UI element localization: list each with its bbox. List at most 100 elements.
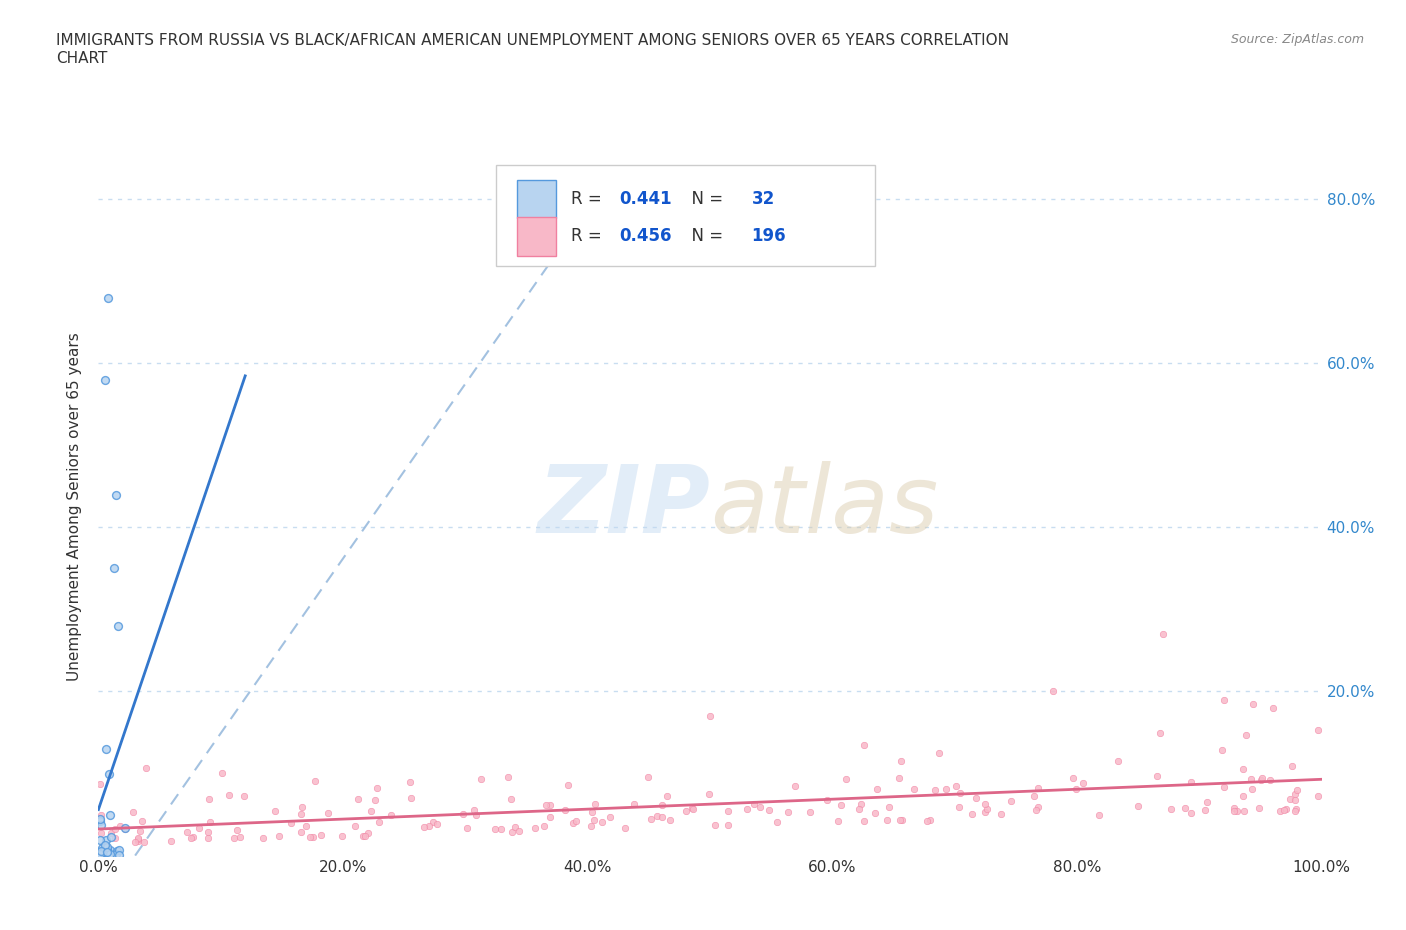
Point xyxy=(198,815,221,830)
Point xyxy=(176,824,198,839)
Point xyxy=(945,778,967,793)
Point xyxy=(114,820,136,835)
Point xyxy=(1250,773,1272,788)
Point xyxy=(1066,781,1088,796)
Point xyxy=(107,618,129,633)
Point xyxy=(91,844,114,858)
Point xyxy=(891,812,914,827)
Point xyxy=(853,814,876,829)
Point xyxy=(565,814,588,829)
Point xyxy=(97,290,120,305)
Point xyxy=(188,820,211,835)
Point xyxy=(108,847,131,862)
Point xyxy=(418,818,440,833)
Point xyxy=(299,830,322,844)
Point xyxy=(877,800,900,815)
Point xyxy=(90,844,112,858)
Text: 196: 196 xyxy=(752,227,786,246)
Point xyxy=(1025,803,1047,817)
Text: 0.441: 0.441 xyxy=(620,190,672,207)
Point xyxy=(799,804,821,819)
Point xyxy=(579,818,602,833)
Point xyxy=(368,815,391,830)
Point xyxy=(1261,700,1284,715)
Point xyxy=(1213,779,1236,794)
Point xyxy=(229,830,252,844)
Point xyxy=(1232,789,1254,804)
Point xyxy=(1247,801,1270,816)
Point xyxy=(218,788,240,803)
Point xyxy=(90,807,112,822)
Point xyxy=(98,766,121,781)
Point xyxy=(853,737,876,752)
Point xyxy=(523,821,546,836)
Point xyxy=(1279,792,1302,807)
Point xyxy=(1212,692,1234,707)
Point xyxy=(651,797,673,812)
Point xyxy=(352,829,374,844)
Point xyxy=(554,803,576,817)
Point xyxy=(637,769,659,784)
Point xyxy=(114,821,136,836)
Point xyxy=(489,821,512,836)
Point xyxy=(356,826,378,841)
Point xyxy=(124,834,146,849)
Point xyxy=(830,797,852,812)
Point xyxy=(1149,725,1171,740)
Point xyxy=(89,777,111,791)
Point xyxy=(681,801,703,816)
Text: atlas: atlas xyxy=(710,461,938,552)
Point xyxy=(924,783,946,798)
Point xyxy=(538,809,561,824)
Point xyxy=(132,834,155,849)
Point xyxy=(848,802,870,817)
Point xyxy=(301,830,323,844)
Point xyxy=(412,819,434,834)
Point xyxy=(749,799,772,814)
Point xyxy=(815,792,838,807)
Point xyxy=(94,832,117,847)
Point xyxy=(658,812,681,827)
Point xyxy=(651,809,673,824)
Point xyxy=(456,820,478,835)
Point xyxy=(581,804,603,819)
Point xyxy=(599,810,621,825)
Point xyxy=(280,816,302,830)
Point xyxy=(346,791,368,806)
Point xyxy=(1234,727,1257,742)
Point xyxy=(96,840,118,855)
Point xyxy=(766,815,789,830)
Point xyxy=(1026,780,1049,795)
Point xyxy=(699,709,721,724)
Point xyxy=(1258,773,1281,788)
Point xyxy=(1042,684,1064,699)
Point xyxy=(533,818,555,833)
Point xyxy=(98,807,121,822)
Text: 0.456: 0.456 xyxy=(620,227,672,246)
Point xyxy=(1088,808,1111,823)
Point xyxy=(682,801,704,816)
Point xyxy=(380,807,402,822)
Point xyxy=(122,804,145,819)
Point xyxy=(105,844,128,858)
Point xyxy=(949,786,972,801)
Text: 32: 32 xyxy=(752,190,775,207)
Point xyxy=(363,792,385,807)
Point xyxy=(866,782,889,797)
Point xyxy=(503,820,526,835)
Point xyxy=(1194,803,1216,817)
Point xyxy=(917,814,939,829)
Point xyxy=(1250,771,1272,786)
Point xyxy=(657,789,679,804)
Point xyxy=(267,829,290,844)
Point xyxy=(776,804,799,819)
Point xyxy=(354,829,377,844)
Point xyxy=(104,822,127,837)
FancyBboxPatch shape xyxy=(496,166,875,266)
Point xyxy=(890,753,912,768)
Point xyxy=(889,770,911,785)
Point xyxy=(538,798,561,813)
Point xyxy=(1241,697,1264,711)
Point xyxy=(104,830,127,845)
Point xyxy=(623,797,645,812)
